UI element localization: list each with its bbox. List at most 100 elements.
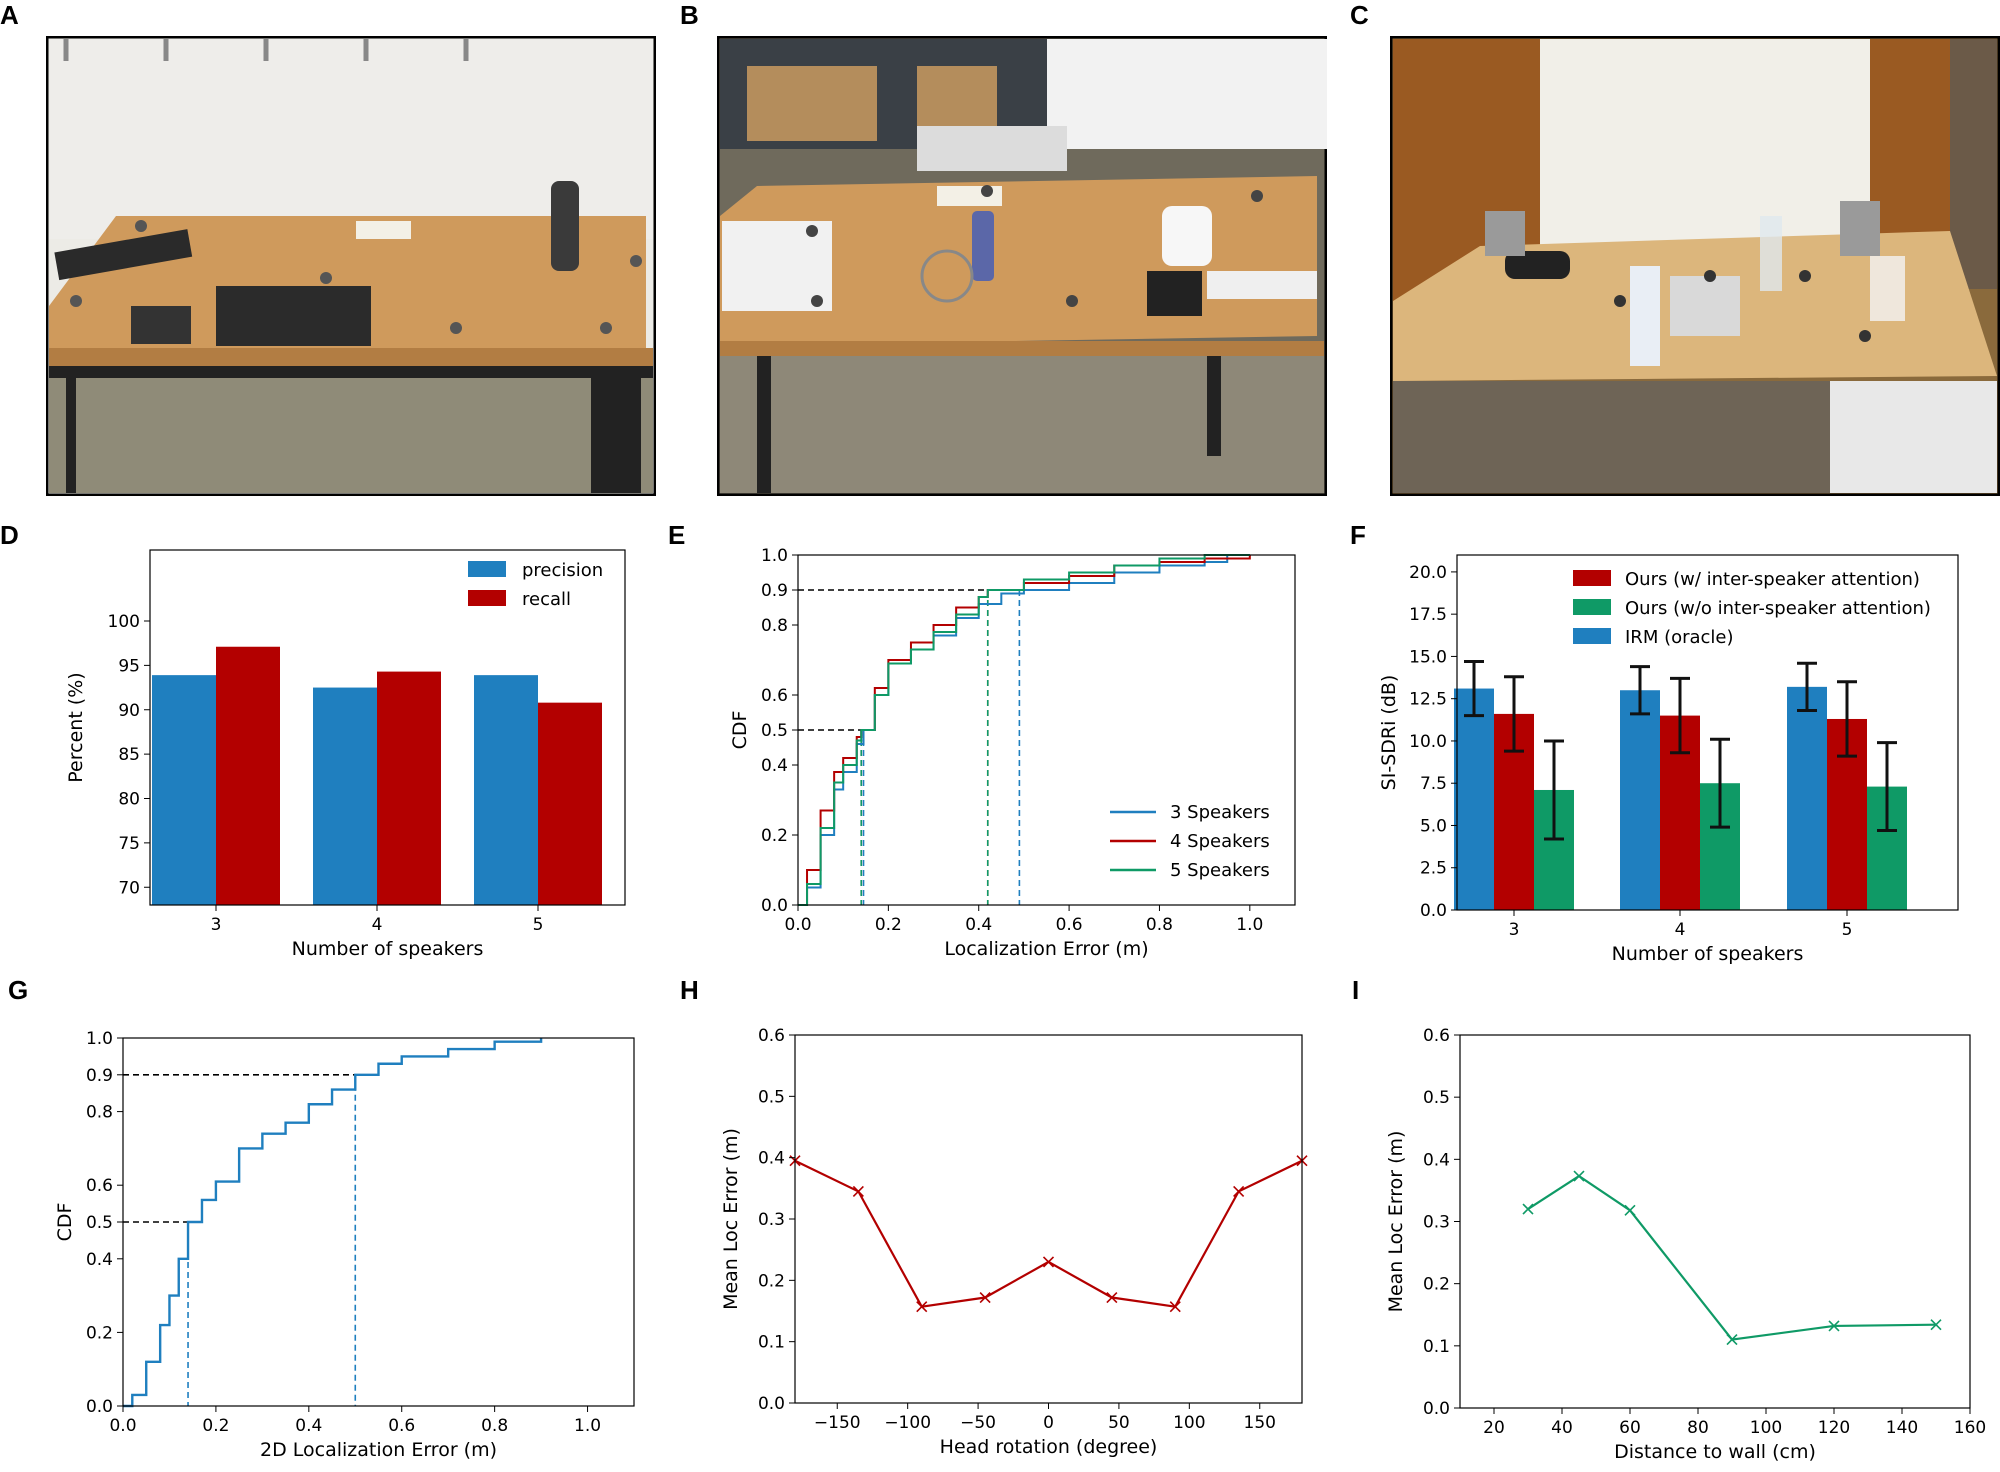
y-tick-label-g: 0.5 — [86, 1213, 113, 1233]
x-tick-label-i: 140 — [1886, 1418, 1918, 1438]
y-tick-label-h: 0.6 — [758, 1026, 785, 1046]
data-point-h — [1233, 1185, 1245, 1197]
legend-swatch-precision — [468, 561, 506, 577]
data-point-h — [1169, 1301, 1181, 1313]
x-tick-label-h: 150 — [1244, 1413, 1276, 1433]
panel-letter-h: H — [680, 975, 699, 1005]
x-tick-label-i: 100 — [1750, 1418, 1782, 1438]
bar-precision-5 — [474, 675, 538, 905]
x-tick-label-g: 0.6 — [388, 1416, 415, 1436]
bar-IRM (oracle)-4 — [1620, 690, 1660, 910]
x-tick-label-e: 1.0 — [1236, 915, 1263, 935]
data-line-i — [1527, 1174, 1937, 1341]
y-tick-label-e: 0.6 — [761, 686, 788, 706]
x-tick-label-f: 3 — [1509, 920, 1520, 940]
bar-recall-5 — [538, 702, 602, 905]
panel-letter-a: A — [0, 0, 19, 30]
y-tick-label-e: 0.8 — [761, 616, 788, 636]
axes-frame-f — [1456, 554, 1959, 911]
legend-swatch-Ours (w/o inter-speaker attention) — [1573, 599, 1611, 615]
y-tick-label-i: 0.0 — [1423, 1399, 1450, 1419]
bar-recall-4 — [377, 671, 441, 905]
y-axis-label-e: CDF — [729, 711, 751, 750]
y-tick-label-i: 0.2 — [1423, 1275, 1450, 1295]
office-desk-photo-a — [46, 36, 656, 496]
y-tick-label-i: 0.1 — [1423, 1337, 1450, 1357]
y-tick-label-e: 0.9 — [761, 581, 788, 601]
y-tick-label-g: 0.6 — [86, 1176, 113, 1196]
y-tick-label-i: 0.6 — [1423, 1026, 1450, 1046]
y-tick-label-i: 0.4 — [1423, 1150, 1450, 1170]
legend-label-IRM (oracle): IRM (oracle) — [1625, 627, 1734, 648]
data-point-i — [1930, 1319, 1942, 1331]
legend-label-precision: precision — [522, 560, 603, 581]
x-tick-label-d: 3 — [211, 915, 222, 935]
axes-frame-h — [794, 1034, 1303, 1404]
x-tick-label-h: −100 — [884, 1413, 931, 1433]
chart-d: 70 75 80 85 90 95 100 3 4 5 Number of speakers Perc… — [65, 549, 626, 960]
bar-IRM (oracle)-3 — [1454, 688, 1494, 910]
panel-letter-c: C — [1350, 0, 1369, 30]
y-axis-label-d: Percent (%) — [65, 672, 87, 782]
legend-swatch-Ours (w/ inter-speaker attention) — [1573, 570, 1611, 586]
y-tick-label-d: 80 — [118, 790, 140, 810]
x-tick-label-i: 60 — [1619, 1418, 1641, 1438]
y-tick-label-h: 0.0 — [758, 1394, 785, 1414]
legend-label-5 Speakers: 5 Speakers — [1170, 860, 1270, 881]
x-tick-label-h: 0 — [1043, 1413, 1054, 1433]
x-tick-label-e: 0.2 — [875, 915, 902, 935]
x-tick-label-h: 50 — [1108, 1413, 1130, 1433]
y-tick-label-e: 0.0 — [761, 896, 788, 916]
x-tick-label-i: 40 — [1551, 1418, 1573, 1438]
y-tick-label-f: 15.0 — [1409, 647, 1447, 667]
bar-precision-3 — [152, 675, 216, 905]
data-point-h — [1042, 1256, 1055, 1268]
y-tick-label-h: 0.4 — [758, 1149, 785, 1169]
y-tick-label-g: 1.0 — [86, 1029, 113, 1049]
y-tick-label-f: 5.0 — [1420, 816, 1447, 836]
bar-recall-3 — [216, 646, 280, 905]
chart-h: 0.0 0.1 0.2 0.3 0.4 0.5 0.6 −150 −100 −50 0 50 100 15… — [720, 1026, 1308, 1458]
x-tick-label-g: 0.2 — [202, 1416, 229, 1436]
cdf-line — [123, 1038, 543, 1408]
y-tick-label-d: 100 — [108, 612, 140, 632]
y-tick-label-f: 17.5 — [1409, 605, 1447, 625]
data-point-h — [852, 1185, 864, 1197]
y-tick-label-i: 0.5 — [1423, 1088, 1450, 1108]
y-axis-label-h: Mean Loc Error (m) — [720, 1128, 742, 1310]
office-desk-photo-b — [717, 36, 1327, 496]
y-tick-label-h: 0.2 — [758, 1271, 785, 1291]
chart-f: 0.0 2.5 5.0 7.5 10.0 12.5 15.0 17.5 20.0 3 4 5 Numbe… — [1378, 554, 1959, 965]
y-tick-label-f: 7.5 — [1420, 774, 1447, 794]
y-tick-label-g: 0.2 — [86, 1323, 113, 1343]
y-tick-label-e: 0.4 — [761, 756, 788, 776]
data-line-h — [794, 1159, 1303, 1308]
y-tick-label-f: 0.0 — [1420, 901, 1447, 921]
y-tick-label-d: 70 — [118, 878, 140, 898]
y-tick-label-e: 0.5 — [761, 721, 788, 741]
bar-precision-4 — [313, 687, 377, 905]
legend-label-3 Speakers: 3 Speakers — [1170, 802, 1270, 823]
legend-swatch-IRM (oracle) — [1573, 628, 1611, 644]
y-tick-label-i: 0.3 — [1423, 1213, 1450, 1233]
x-tick-label-i: 160 — [1954, 1418, 1986, 1438]
y-axis-label-g: CDF — [54, 1203, 76, 1242]
data-point-h — [916, 1301, 928, 1313]
x-tick-label-f: 4 — [1675, 920, 1686, 940]
data-point-i — [1624, 1204, 1636, 1216]
x-tick-label-f: 5 — [1842, 920, 1853, 940]
y-tick-label-e: 1.0 — [761, 546, 788, 566]
legend-label-recall: recall — [522, 589, 571, 610]
x-axis-label-d: Number of speakers — [292, 938, 484, 960]
legend-label-Ours (w/o inter-speaker attention): Ours (w/o inter-speaker attention) — [1625, 598, 1931, 619]
x-tick-label-i: 120 — [1818, 1418, 1850, 1438]
x-tick-label-h: −50 — [960, 1413, 996, 1433]
office-desk-photo-c — [1390, 36, 2000, 496]
x-tick-label-g: 0.4 — [295, 1416, 322, 1436]
y-tick-label-f: 10.0 — [1409, 732, 1447, 752]
y-tick-label-g: 0.9 — [86, 1066, 113, 1086]
legend-label-4 Speakers: 4 Speakers — [1170, 831, 1270, 852]
axes-frame-i — [1459, 1034, 1971, 1409]
y-tick-label-h: 0.1 — [758, 1333, 785, 1353]
y-tick-label-d: 90 — [118, 701, 140, 721]
